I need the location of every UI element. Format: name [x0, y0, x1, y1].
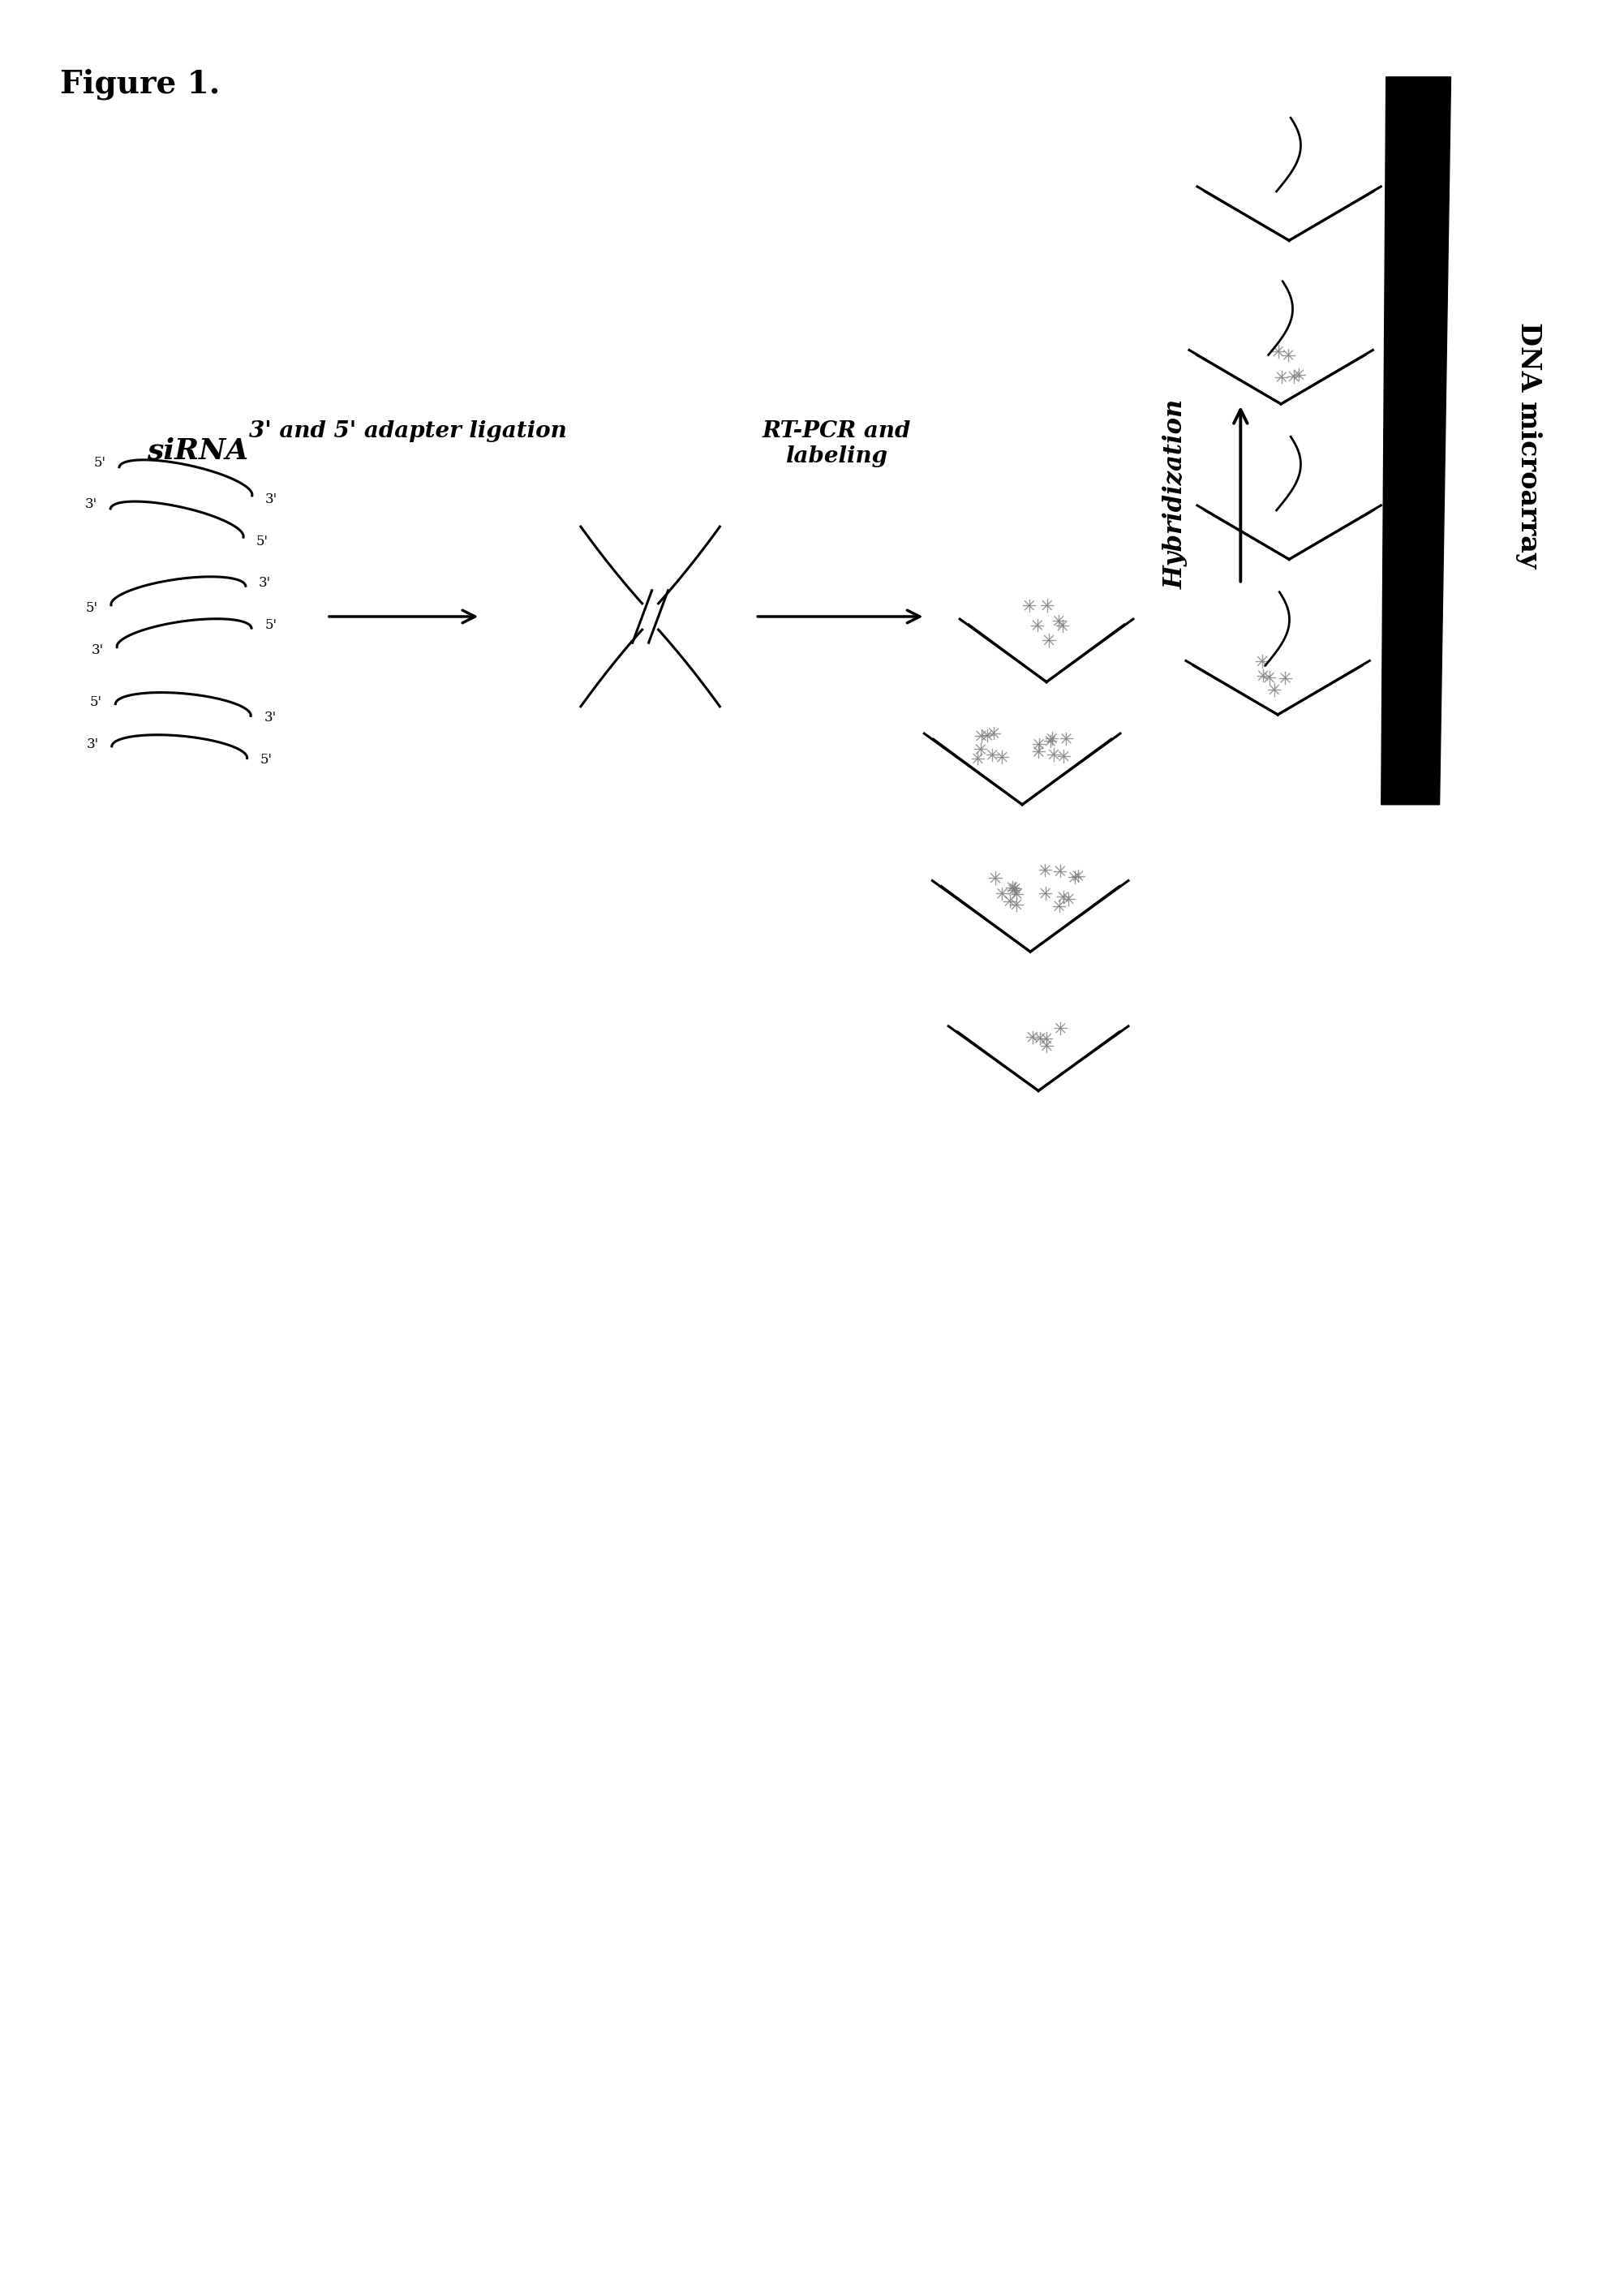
Text: 5': 5' [265, 618, 276, 631]
Text: RT-PCR and
labeling: RT-PCR and labeling [762, 420, 911, 468]
Text: 3' and 5' adapter ligation: 3' and 5' adapter ligation [248, 420, 567, 443]
Text: 3': 3' [86, 737, 99, 751]
Text: Figure 1.: Figure 1. [60, 69, 219, 101]
Text: 5': 5' [86, 602, 97, 615]
Polygon shape [1382, 78, 1450, 804]
Text: Hybridization: Hybridization [1163, 400, 1189, 588]
Text: 3': 3' [265, 494, 278, 507]
Text: 5': 5' [257, 535, 268, 549]
Text: 5': 5' [94, 457, 106, 471]
Text: 3': 3' [91, 643, 104, 657]
Text: 5': 5' [260, 753, 273, 767]
Text: 3': 3' [86, 498, 97, 512]
Text: 5': 5' [89, 696, 102, 709]
Text: siRNA: siRNA [146, 436, 248, 464]
Text: 3': 3' [258, 576, 271, 590]
Text: 3': 3' [265, 712, 276, 726]
Text: DNA microarray: DNA microarray [1515, 321, 1543, 567]
